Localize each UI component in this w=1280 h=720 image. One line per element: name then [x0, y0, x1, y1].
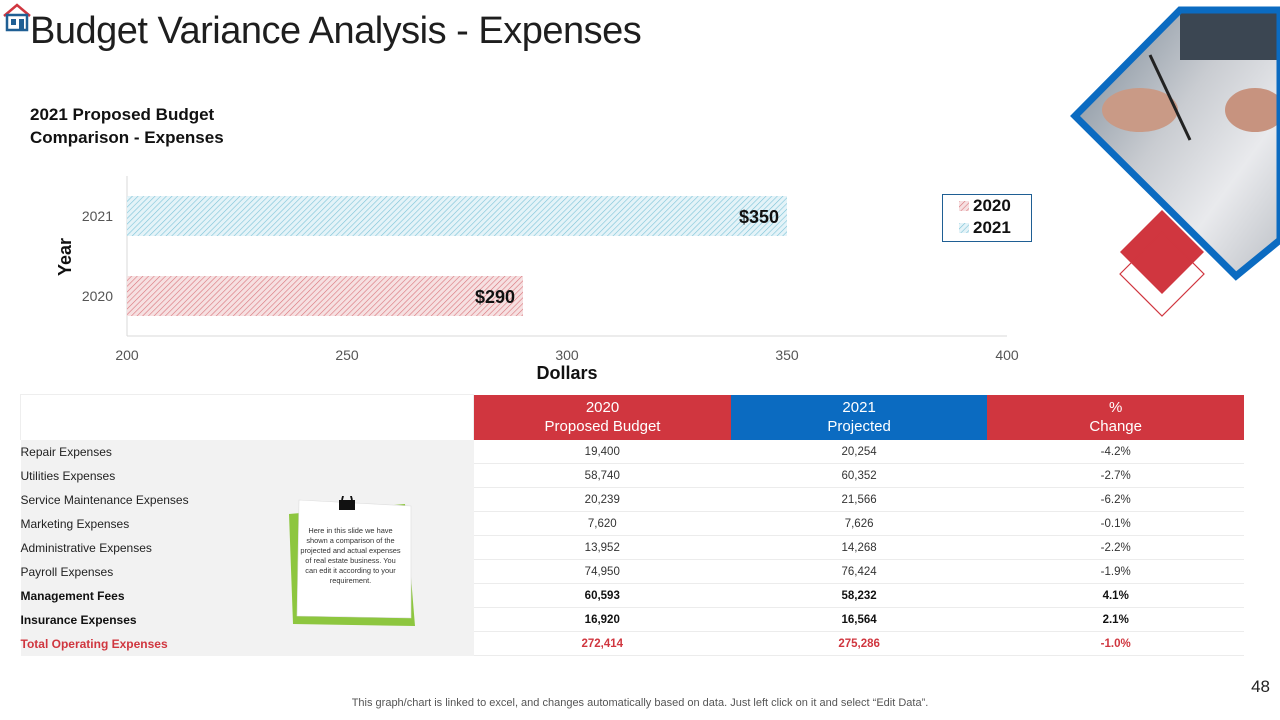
- y-tick-label-2020: 2020: [82, 288, 113, 304]
- cell-percent-change: -6.2%: [987, 487, 1244, 512]
- cell-2020-budget: 16,920: [473, 607, 731, 632]
- footnote: This graph/chart is linked to excel, and…: [351, 697, 929, 709]
- x-tick-label-250: 250: [335, 347, 359, 363]
- bar-label-2021: $350: [739, 207, 779, 227]
- expenses-table: 2020 Proposed Budget 2021 Projected % Ch…: [19, 394, 1244, 656]
- table-row: Management Fees 60,593 58,232 4.1%: [20, 583, 1244, 608]
- table-row: Marketing Expenses 7,620 7,626 -0.1%: [20, 511, 1244, 536]
- header-2021-projected: 2021 Projected: [730, 394, 988, 440]
- cell-2020-budget: 60,593: [473, 583, 731, 608]
- cell-2020-budget: 13,952: [473, 535, 731, 560]
- header-2020-line2: Proposed Budget: [544, 418, 661, 436]
- cell-2021-projected: 58,232: [730, 583, 988, 608]
- table-row: Repair Expenses 19,400 20,254 -4.2%: [20, 440, 1244, 464]
- row-label: Repair Expenses: [20, 440, 474, 464]
- cell-2020-budget: 58,740: [473, 463, 731, 488]
- x-axis-title: Dollars: [536, 363, 597, 383]
- header-change-line1: %: [1109, 399, 1123, 417]
- house-logo-icon: [3, 3, 31, 32]
- header-change-line2: Change: [1089, 418, 1142, 436]
- cell-2021-projected: 14,268: [730, 535, 988, 560]
- chart-legend: 2020 2021: [942, 194, 1032, 242]
- table-row: Payroll Expenses 74,950 76,424 -1.9%: [20, 559, 1244, 584]
- table-row: Service Maintenance Expenses 20,239 21,566…: [20, 487, 1244, 512]
- sticky-note: [289, 496, 415, 626]
- cell-percent-change: 4.1%: [987, 583, 1244, 608]
- cell-2021-projected: 60,352: [730, 463, 988, 488]
- slide-title: Budget Variance Analysis - Expenses: [30, 10, 642, 52]
- y-tick-label-2021: 2021: [82, 208, 113, 224]
- header-2020-budget: 2020 Proposed Budget: [473, 394, 731, 440]
- x-tick-label-300: 300: [555, 347, 579, 363]
- table-header-row: 2020 Proposed Budget 2021 Projected % Ch…: [19, 394, 1244, 440]
- legend-label-2021: 2021: [973, 218, 1011, 237]
- table-row: Insurance Expenses 16,920 16,564 2.1%: [20, 607, 1244, 632]
- cell-2020-budget: 74,950: [473, 559, 731, 584]
- binder-clip-icon: [339, 496, 355, 510]
- cell-2020-budget: 19,400: [473, 440, 731, 464]
- header-blank-cell: [19, 394, 475, 440]
- row-label: Service Maintenance Expenses: [20, 487, 474, 512]
- x-tick-label-350: 350: [775, 347, 799, 363]
- header-percent-change: % Change: [987, 394, 1244, 440]
- row-label: Utilities Expenses: [20, 463, 474, 488]
- legend-swatch-2020: [959, 201, 969, 211]
- cell-percent-change: -0.1%: [987, 511, 1244, 536]
- chart-subtitle: 2021 Proposed Budget Comparison - Expens…: [30, 103, 330, 149]
- page-number: 48: [1251, 677, 1270, 696]
- legend-swatch-2021: [959, 223, 969, 233]
- subtitle-line-2: Comparison - Expenses: [30, 128, 224, 147]
- legend-item-2020: 2020: [943, 195, 1031, 217]
- header-2021-line1: 2021: [842, 399, 876, 417]
- row-label: Total Operating Expenses: [20, 631, 474, 656]
- legend-item-2021: 2021: [943, 217, 1031, 239]
- header-2021-line2: Projected: [827, 418, 891, 436]
- y-axis-title: Year: [55, 238, 75, 276]
- cell-percent-change: -2.2%: [987, 535, 1244, 560]
- cell-2020-budget: 20,239: [473, 487, 731, 512]
- cell-2021-projected: 20,254: [730, 440, 988, 464]
- cell-percent-change: -2.7%: [987, 463, 1244, 488]
- table-row: Total Operating Expenses 272,414 275,286 -1…: [20, 631, 1244, 656]
- table-row: Administrative Expenses 13,952 14,268 -2.2%: [20, 535, 1244, 560]
- bar-label-2020: $290: [475, 287, 515, 307]
- legend-label-2020: 2020: [973, 196, 1011, 215]
- bar-2020: [127, 276, 523, 316]
- header-2020-line1: 2020: [585, 399, 620, 417]
- x-tick-label-400: 400: [995, 347, 1019, 363]
- cell-2021-projected: 16,564: [730, 607, 988, 632]
- table-row: Utilities Expenses 58,740 60,352 -2.7%: [20, 463, 1244, 488]
- bar-chart: $350 $290 2021 2020 200 250 300 350 400 Dollar…: [55, 176, 1019, 383]
- x-tick-label-200: 200: [115, 347, 139, 363]
- cell-2020-budget: 272,414: [473, 631, 731, 656]
- cell-percent-change: -1.9%: [987, 559, 1244, 584]
- cell-2021-projected: 21,566: [730, 487, 988, 512]
- cell-2020-budget: 7,620: [473, 511, 731, 536]
- cell-2021-projected: 7,626: [730, 511, 988, 536]
- cell-percent-change: -4.2%: [987, 440, 1244, 464]
- cell-percent-change: -1.0%: [987, 631, 1244, 656]
- cell-2021-projected: 275,286: [730, 631, 988, 656]
- cell-2021-projected: 76,424: [730, 559, 988, 584]
- bar-2021: [127, 196, 787, 236]
- subtitle-line-1: 2021 Proposed Budget: [30, 105, 215, 124]
- sticky-note-text: Here in this slide we have shown a compa…: [300, 526, 401, 585]
- cell-percent-change: 2.1%: [987, 607, 1244, 632]
